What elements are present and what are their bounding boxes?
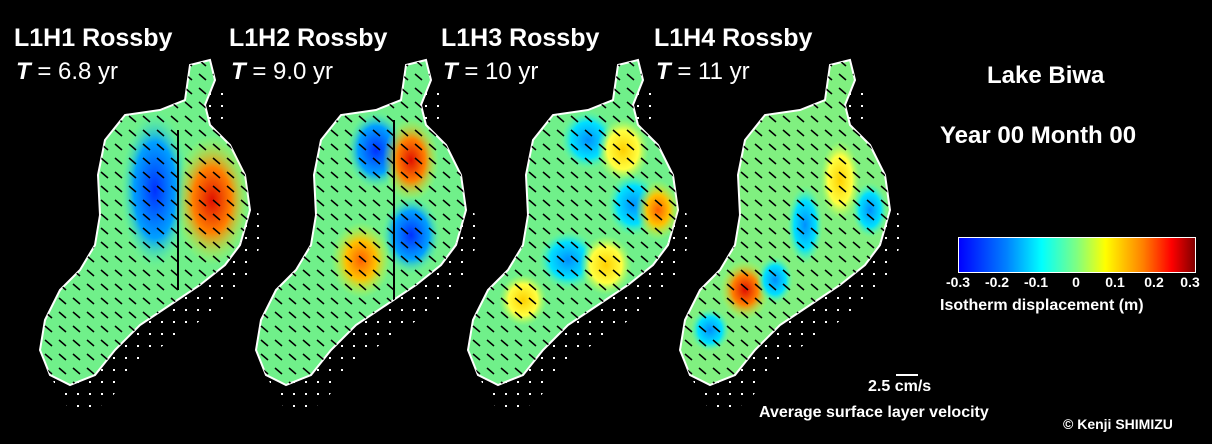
velocity-scale-bar	[896, 374, 918, 376]
period-value: = 9.0 yr	[245, 58, 334, 85]
period-value: = 6.8 yr	[30, 58, 119, 85]
velocity-scale-value: 2.5 cm/s	[868, 378, 932, 395]
colorbar-tick: 0.3	[1180, 274, 1200, 290]
panel-period-1: T = 6.8 yr	[16, 58, 118, 86]
panel-title-3: L1H3 Rossby	[441, 24, 600, 52]
colorbar-tick: -0.1	[1023, 274, 1049, 290]
period-symbol: T	[656, 58, 671, 85]
colorbar-tick: 0.2	[1144, 274, 1164, 290]
panel-title-1: L1H1 Rossby	[14, 24, 173, 52]
period-symbol: T	[16, 58, 31, 85]
time-label: Year 00 Month 00	[940, 122, 1137, 149]
panel-period-2: T = 9.0 yr	[231, 58, 333, 86]
velocity-label: Average surface layer velocity	[759, 404, 989, 421]
panel-title-4: L1H4 Rossby	[654, 24, 813, 52]
panel-title-2: L1H2 Rossby	[229, 24, 388, 52]
colorbar-tick: 0.1	[1105, 274, 1125, 290]
lake-name: Lake Biwa	[987, 62, 1105, 89]
colorbar-tick: -0.2	[984, 274, 1010, 290]
period-value: = 10 yr	[457, 58, 539, 85]
panel-period-4: T = 11 yr	[656, 58, 750, 86]
period-value: = 11 yr	[670, 58, 750, 85]
colorbar-label: Isotherm displacement (m)	[940, 297, 1144, 314]
colorbar	[958, 237, 1196, 273]
colorbar-tick: -0.3	[945, 274, 971, 290]
colorbar-tick: 0	[1072, 274, 1080, 290]
credit: © Kenji SHIMIZU	[1063, 416, 1173, 432]
period-symbol: T	[231, 58, 246, 85]
period-symbol: T	[443, 58, 458, 85]
panel-period-3: T = 10 yr	[443, 58, 538, 86]
lake-panel-1	[39, 59, 262, 413]
